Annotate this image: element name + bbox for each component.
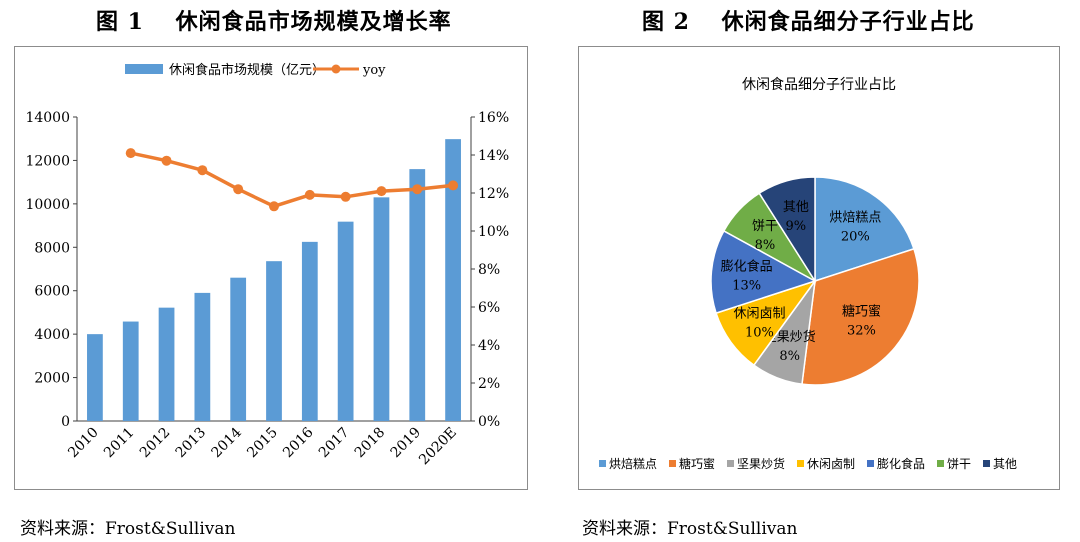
pie-slice-0 bbox=[814, 176, 915, 283]
pie-value-label: 13% bbox=[732, 279, 761, 294]
bar-2017 bbox=[337, 221, 354, 421]
pie-value-label: 8% bbox=[755, 238, 776, 253]
x-tick-label: 2012 bbox=[137, 425, 174, 462]
legend-bar-label: 休闲食品市场规模（亿元） bbox=[169, 62, 325, 78]
right-tick-label: 14% bbox=[478, 148, 509, 164]
pie-value-label: 20% bbox=[841, 229, 870, 244]
bar-2015 bbox=[266, 261, 282, 421]
market-size-chart: 休闲食品市场规模（亿元） yoy 0 2000 4000 6000 8000 10000 120… bbox=[25, 62, 509, 469]
bar-2020E bbox=[445, 139, 461, 422]
pie-legend-label: 坚果炒货 bbox=[737, 456, 785, 471]
legend-line-marker bbox=[331, 64, 341, 74]
right-tick-label: 16% bbox=[478, 110, 509, 126]
yoy-point-2016 bbox=[304, 189, 315, 200]
pie-value-label: 32% bbox=[847, 323, 876, 338]
x-tick-label: 2011 bbox=[101, 425, 138, 462]
x-tick-label: 2017 bbox=[316, 425, 353, 462]
yoy-point-2013 bbox=[197, 165, 208, 176]
figure-1-title: 图 1 休闲食品市场规模及增长率 bbox=[96, 9, 452, 35]
x-tick-label: 2018 bbox=[352, 425, 389, 462]
x-tick-label: 2013 bbox=[173, 425, 210, 462]
legend-bar-swatch bbox=[125, 64, 163, 74]
right-tick-label: 0% bbox=[478, 414, 500, 430]
bar-2013 bbox=[194, 292, 211, 421]
yoy-point-2011 bbox=[125, 148, 136, 159]
left-tick-label: 6000 bbox=[34, 284, 70, 300]
x-tick-label: 2010 bbox=[65, 425, 102, 462]
market-size-chart-panel: 休闲食品市场规模（亿元） yoy 0 2000 4000 6000 8000 10000 120… bbox=[14, 46, 528, 490]
figure-2-title: 图 2 休闲食品细分子行业占比 bbox=[642, 9, 975, 35]
pie-legend-swatch bbox=[867, 460, 874, 467]
bar-2014 bbox=[230, 277, 247, 421]
figure-1-source: 资料来源：Frost&Sullivan bbox=[20, 519, 236, 539]
pie-legend-swatch bbox=[797, 460, 804, 467]
right-tick-label: 4% bbox=[478, 338, 500, 354]
pie-category-label: 膨化食品 bbox=[721, 259, 773, 275]
pie-value-label: 8% bbox=[779, 349, 800, 364]
pie-slice-6 bbox=[758, 176, 816, 284]
x-tick-label: 2015 bbox=[244, 425, 281, 462]
pie-legend-label: 糖巧蜜 bbox=[679, 456, 715, 471]
bar-2018 bbox=[373, 197, 390, 421]
pie-value-label: 10% bbox=[745, 325, 774, 340]
right-tick-label: 2% bbox=[478, 376, 500, 392]
pie-legend-swatch bbox=[937, 460, 944, 467]
yoy-point-2012 bbox=[161, 155, 172, 166]
x-tick-label: 2016 bbox=[280, 424, 317, 461]
legend-line-label: yoy bbox=[362, 63, 386, 78]
pie-legend-label: 其他 bbox=[993, 457, 1017, 471]
pie-legend-swatch bbox=[727, 460, 734, 467]
yoy-point-2019 bbox=[412, 184, 423, 195]
pie-title: 休闲食品细分子行业占比 bbox=[742, 76, 896, 93]
bar-2012 bbox=[158, 307, 175, 421]
pie-legend-swatch bbox=[983, 460, 990, 467]
x-tick-label: 2020E bbox=[416, 425, 460, 469]
pie-category-label: 休闲卤制 bbox=[733, 305, 785, 321]
bar-2010 bbox=[87, 334, 103, 421]
pie-slice-4 bbox=[710, 229, 817, 315]
left-tick-label: 10000 bbox=[25, 197, 70, 213]
left-tick-label: 4000 bbox=[34, 327, 70, 343]
figure-2-source: 资料来源：Frost&Sullivan bbox=[582, 519, 798, 539]
yoy-point-2020E bbox=[448, 180, 459, 191]
right-tick-label: 12% bbox=[478, 186, 509, 202]
pie-legend-label: 饼干 bbox=[947, 457, 971, 471]
left-tick-label: 0 bbox=[61, 414, 70, 430]
left-tick-label: 2000 bbox=[34, 371, 70, 387]
bar-2011 bbox=[122, 321, 139, 421]
pie-legend: 烘焙糕点 糖巧蜜 坚果炒货 休闲卤制 膨化食品 饼干 其他 bbox=[599, 456, 1017, 471]
left-tick-label: 12000 bbox=[25, 153, 70, 169]
pie-category-label: 糖巧蜜 bbox=[842, 303, 881, 319]
yoy-line bbox=[130, 151, 454, 209]
right-tick-label: 10% bbox=[478, 224, 509, 240]
pie-legend-label: 烘焙糕点 bbox=[609, 456, 657, 471]
bar-2019 bbox=[409, 169, 426, 421]
left-tick-label: 14000 bbox=[25, 110, 70, 126]
right-tick-label: 6% bbox=[478, 300, 500, 316]
pie-slice-1 bbox=[801, 247, 920, 386]
pie-value-label: 9% bbox=[786, 219, 807, 234]
x-tick-label: 2014 bbox=[208, 424, 245, 461]
pie-legend-swatch bbox=[599, 460, 606, 467]
pie-category-label: 烘焙糕点 bbox=[829, 210, 881, 225]
right-tick-label: 8% bbox=[478, 262, 500, 278]
legend: 休闲食品市场规模（亿元） yoy bbox=[125, 62, 386, 78]
segment-share-chart-panel: 休闲食品细分子行业占比烘焙糕点 20% 糖巧蜜 32% 坚果炒货 8% 休闲卤制 10% 膨化食… bbox=[578, 46, 1060, 490]
pie-category-label: 饼干 bbox=[752, 219, 778, 234]
pie-legend-label: 休闲卤制 bbox=[807, 457, 855, 471]
bar-2016 bbox=[301, 241, 318, 421]
pie-category-label: 其他 bbox=[783, 200, 809, 215]
pie-legend-label: 膨化食品 bbox=[877, 456, 925, 471]
yoy-point-2014 bbox=[233, 184, 244, 195]
yoy-point-2017 bbox=[340, 191, 351, 202]
pie-legend-swatch bbox=[669, 460, 676, 467]
yoy-point-2018 bbox=[376, 186, 387, 197]
yoy-point-2015 bbox=[269, 201, 279, 212]
left-tick-label: 8000 bbox=[34, 240, 70, 256]
